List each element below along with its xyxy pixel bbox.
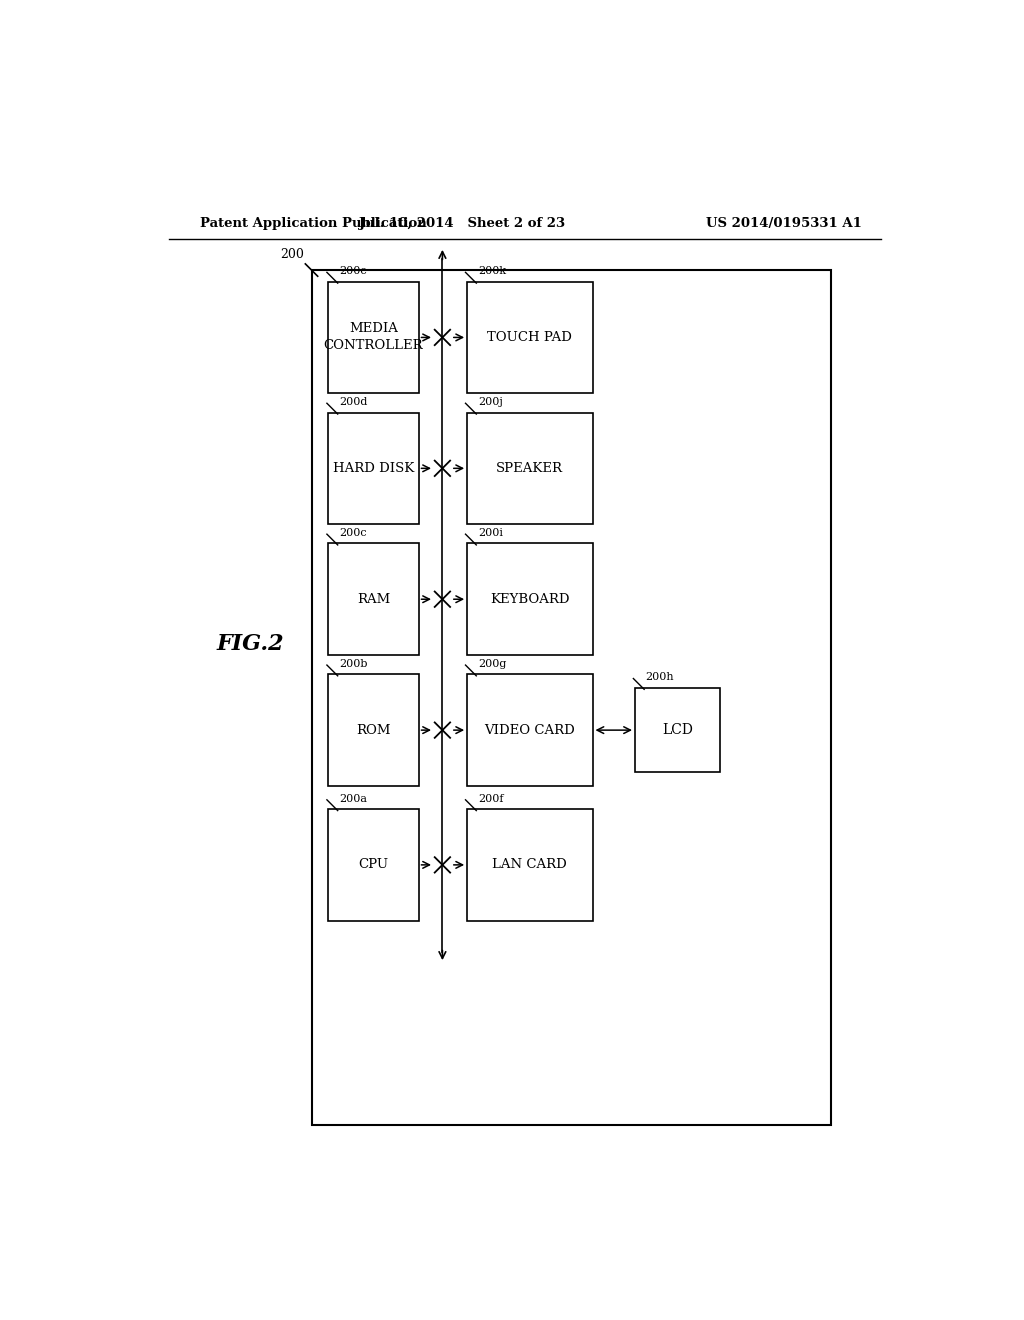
Text: RAM: RAM [357, 593, 390, 606]
Text: Jul. 10, 2014   Sheet 2 of 23: Jul. 10, 2014 Sheet 2 of 23 [358, 218, 564, 231]
Text: 200d: 200d [339, 397, 368, 407]
Text: TOUCH PAD: TOUCH PAD [487, 331, 572, 345]
Text: 200b: 200b [339, 659, 368, 669]
Bar [329, 281, 419, 393]
Bar [467, 675, 593, 785]
Text: 200j: 200j [478, 397, 503, 407]
Bar [329, 544, 419, 655]
Text: KEYBOARD: KEYBOARD [490, 593, 569, 606]
Text: 200k: 200k [478, 267, 506, 276]
Text: 200: 200 [280, 248, 304, 261]
Text: LAN CARD: LAN CARD [493, 858, 567, 871]
Text: SPEAKER: SPEAKER [497, 462, 563, 475]
Text: Patent Application Publication: Patent Application Publication [200, 218, 427, 231]
Bar [329, 413, 419, 524]
Text: 200h: 200h [646, 672, 675, 682]
Bar [635, 688, 720, 772]
Text: MEDIA
CONTROLLER: MEDIA CONTROLLER [324, 322, 423, 352]
Bar [467, 544, 593, 655]
Text: 200f: 200f [478, 793, 504, 804]
Text: 200g: 200g [478, 659, 506, 669]
Bar [467, 413, 593, 524]
Text: VIDEO CARD: VIDEO CARD [484, 723, 575, 737]
Text: 200e: 200e [339, 267, 368, 276]
Text: US 2014/0195331 A1: US 2014/0195331 A1 [707, 218, 862, 231]
Bar [467, 281, 593, 393]
Text: ROM: ROM [356, 723, 391, 737]
Text: 200c: 200c [339, 528, 367, 539]
Text: CPU: CPU [358, 858, 388, 871]
Text: HARD DISK: HARD DISK [333, 462, 414, 475]
Bar [329, 675, 419, 785]
Text: FIG.2: FIG.2 [216, 632, 284, 655]
Bar [329, 809, 419, 921]
Text: LCD: LCD [662, 723, 692, 737]
Text: 200i: 200i [478, 528, 503, 539]
Bar [467, 809, 593, 921]
Text: 200a: 200a [339, 793, 368, 804]
Bar [311, 271, 831, 1125]
